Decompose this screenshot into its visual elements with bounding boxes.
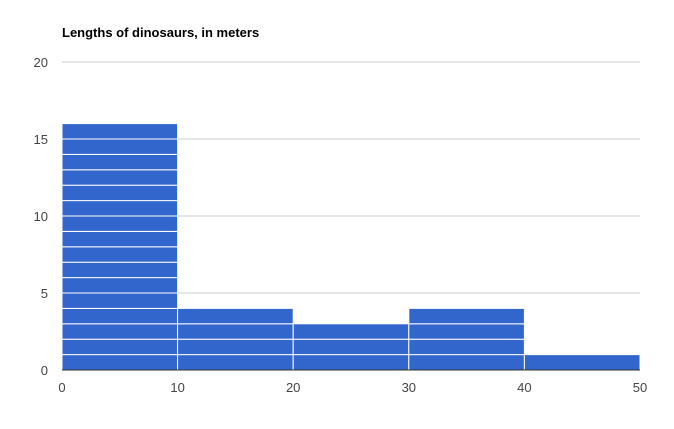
x-tick-label: 50 bbox=[633, 380, 647, 395]
histogram-bar-block bbox=[408, 323, 525, 340]
y-tick-label: 15 bbox=[34, 132, 48, 147]
histogram-bar-block bbox=[177, 307, 294, 325]
chart-title: Lengths of dinosaurs, in meters bbox=[62, 25, 259, 40]
x-tick-label: 20 bbox=[286, 380, 300, 395]
histogram-bar-block bbox=[61, 200, 179, 217]
x-tick-label: 40 bbox=[517, 380, 531, 395]
histogram-bar-block bbox=[408, 307, 525, 325]
histogram-bar-block bbox=[61, 215, 179, 232]
histogram-bar-block bbox=[61, 354, 179, 371]
y-tick-label: 20 bbox=[34, 55, 48, 70]
histogram-bar-block bbox=[61, 153, 179, 171]
histogram-bar-block bbox=[61, 246, 179, 263]
histogram-bar-block bbox=[61, 169, 179, 186]
histogram-bar-block bbox=[177, 354, 294, 371]
histogram-bar-block bbox=[61, 261, 179, 279]
histogram-bar-block bbox=[61, 292, 179, 309]
histogram-bar-block bbox=[61, 230, 179, 248]
y-tick-label: 5 bbox=[41, 286, 48, 301]
histogram-bar-block bbox=[61, 184, 179, 202]
histogram-bar-block bbox=[292, 323, 410, 340]
y-tick-label: 0 bbox=[41, 363, 48, 378]
histogram-bar-block bbox=[61, 277, 179, 294]
histogram-bar-block bbox=[61, 138, 179, 155]
bars bbox=[61, 123, 641, 371]
x-tick-label: 0 bbox=[58, 380, 65, 395]
histogram-bar-block bbox=[292, 338, 410, 356]
x-tick-label: 30 bbox=[402, 380, 416, 395]
histogram-bar-block bbox=[523, 354, 641, 371]
histogram-bar-block bbox=[61, 323, 179, 340]
histogram-bar-block bbox=[408, 338, 525, 356]
x-tick-label: 10 bbox=[170, 380, 184, 395]
axes: 0 5 10 15 20 0 10 20 30 40 50 bbox=[34, 55, 648, 395]
histogram-bar-block bbox=[177, 323, 294, 340]
histogram-bar-block bbox=[292, 354, 410, 371]
y-tick-label: 10 bbox=[34, 209, 48, 224]
histogram-bar-block bbox=[61, 338, 179, 356]
histogram-bar-block bbox=[408, 354, 525, 371]
histogram-bar-block bbox=[61, 123, 179, 140]
histogram-bar-block bbox=[61, 307, 179, 325]
histogram-bar-block bbox=[177, 338, 294, 356]
